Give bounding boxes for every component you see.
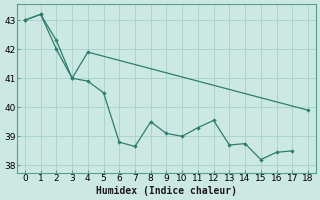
X-axis label: Humidex (Indice chaleur): Humidex (Indice chaleur) bbox=[96, 186, 237, 196]
